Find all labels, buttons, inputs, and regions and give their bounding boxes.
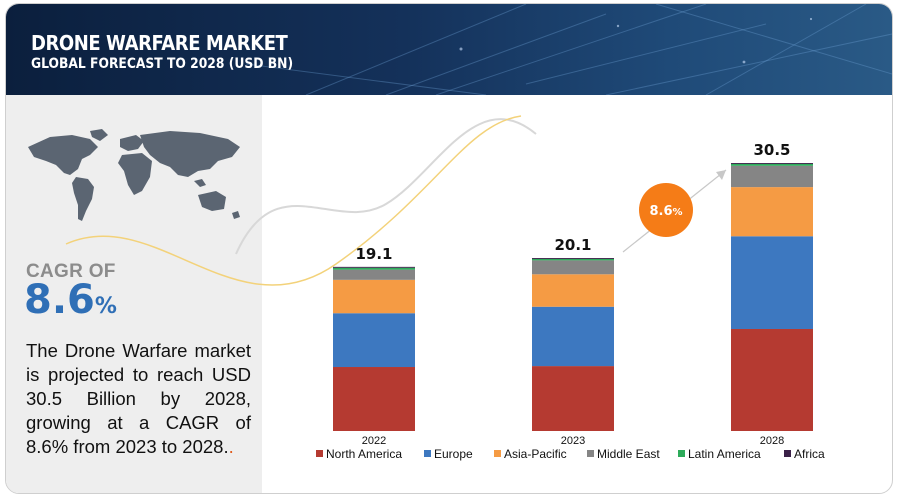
bar-2023-north-america (532, 366, 614, 431)
bar-2022-north-america (333, 367, 415, 431)
banner-light-streaks (245, 4, 892, 95)
cagr-unit: % (94, 294, 117, 319)
total-label-2023: 20.1 (554, 236, 591, 254)
bar-2023-asia-pacific (532, 274, 614, 307)
summary-end-mark: . (228, 436, 234, 457)
chart-legend: North America Europe Asia-Pacific Middle Ea… (316, 447, 825, 461)
decorative-swoosh (65, 115, 537, 286)
bar-2022-asia-pacific (333, 279, 415, 314)
cagr-bubble-label: 8.6% (649, 204, 682, 219)
legend-label-europe: Europe (434, 447, 473, 461)
x-tick-2028: 2028 (760, 435, 784, 447)
cagr-bubble-number: 8.6 (649, 204, 672, 219)
legend-swatch-middle-east (587, 450, 594, 457)
world-map-icon (28, 129, 240, 221)
infographic-frame: DRONE WARFARE MARKET GLOBAL FORECAST TO … (5, 3, 893, 494)
bar-2023-africa (532, 258, 614, 259)
bar-2022-middle-east (333, 269, 415, 280)
swoosh-gray (235, 118, 537, 255)
summary-panel: CAGR OF 8.6% The Drone Warfare market is… (6, 95, 262, 493)
bar-2022-africa (333, 266, 415, 268)
legend-swatch-europe (424, 450, 431, 457)
market-summary-text: The Drone Warfare market is projected to… (26, 340, 251, 457)
legend-label-middle-east: Middle East (597, 447, 660, 461)
bar-2023-middle-east (532, 260, 614, 275)
cagr-value: 8.6% (24, 277, 117, 323)
bar-2028-middle-east (731, 165, 813, 188)
swoosh-yellow (65, 115, 522, 286)
bar-2028-asia-pacific (731, 187, 813, 237)
chart-labels: 19.1 2022 20.1 2023 30.5 2028 (355, 141, 790, 447)
legend-label-latin-america: Latin America (688, 447, 761, 461)
cagr-bubble-unit: % (673, 207, 683, 218)
header-banner: DRONE WARFARE MARKET GLOBAL FORECAST TO … (6, 4, 892, 95)
bar-2022-latin-america (333, 267, 415, 270)
legend-swatch-latin-america (678, 450, 685, 457)
page-subtitle: GLOBAL FORECAST TO 2028 (USD BN) (31, 56, 294, 72)
market-summary: The Drone Warfare market is projected to… (26, 339, 251, 459)
page-title: DRONE WARFARE MARKET (31, 31, 288, 55)
bar-2028-north-america (731, 328, 813, 431)
legend-swatch-north-america (316, 450, 323, 457)
cagr-number: 8.6 (24, 277, 95, 323)
legend-label-asia-pacific: Asia-Pacific (504, 447, 567, 461)
cagr-label: CAGR OF (26, 261, 116, 282)
bar-2022-europe (333, 313, 415, 368)
stacked-bar-chart: 8.6% 19.1 2022 20.1 2023 30.5 2028 North Amer… (65, 115, 825, 461)
legend-swatch-asia-pacific (494, 450, 501, 457)
growth-arrow-head (716, 170, 726, 180)
legend-swatch-africa (784, 450, 791, 457)
chart-bars (333, 163, 813, 431)
bar-2023-europe (532, 306, 614, 367)
total-label-2022: 19.1 (355, 245, 392, 263)
x-tick-2023: 2023 (561, 435, 585, 447)
bar-2028-africa (731, 163, 813, 164)
total-label-2028: 30.5 (753, 141, 790, 159)
bar-2028-latin-america (731, 163, 813, 166)
cagr-bubble (639, 183, 693, 237)
bar-2023-latin-america (532, 258, 614, 261)
growth-arrow: 8.6% (622, 169, 727, 253)
legend-label-africa: Africa (794, 447, 825, 461)
bar-2028-europe (731, 236, 813, 329)
x-tick-2022: 2022 (362, 435, 386, 447)
legend-label-north-america: North America (326, 447, 402, 461)
